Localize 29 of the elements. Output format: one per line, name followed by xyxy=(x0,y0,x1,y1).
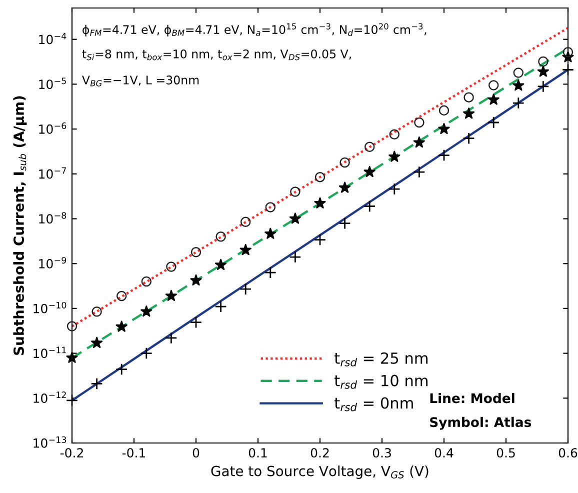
y-tick-label: 10$^{−5}$ xyxy=(39,78,66,90)
y-tick-label: 10$^{−8}$ xyxy=(39,212,66,224)
x-axis-title: Gate to Source Voltage, V$_{GS}$ (V) xyxy=(211,466,428,479)
x-tick-label: 0.3 xyxy=(372,448,391,458)
y-tick-label: 10$^{−9}$ xyxy=(39,256,66,268)
x-tick-label: 0.2 xyxy=(310,448,329,458)
legend-label: t$_{rsd}$ = 10 nm xyxy=(334,374,428,389)
annotation: Line: Model xyxy=(430,392,514,404)
x-tick-label: -0.1 xyxy=(122,448,146,458)
x-tick-label: 0 xyxy=(192,448,200,458)
text: ϕ$_{FM}$=4.71 eV, ϕ$_{BM}$=4.71 eV, N$_{a}$=10$^{15}$ cm$^{−3}$, N$_{d}$=10$^{20}$ cm$^{−3}$, xyxy=(82,23,426,36)
x-tick-label: 0.1 xyxy=(248,448,267,458)
y-tick-label: 10$^{−4}$ xyxy=(39,32,66,44)
y-tick-label: 10$^{−11}$ xyxy=(34,346,66,358)
x-tick-label: 0.6 xyxy=(558,448,578,458)
legend-label: t$_{rsd}$ = 25 nm xyxy=(334,352,428,366)
y-tick-label: 10$^{−12}$ xyxy=(34,392,66,403)
annotation: Symbol: Atlas xyxy=(430,416,532,430)
annotation: V$_{BG}$=−1V, L =30nm xyxy=(82,76,199,86)
y-tick-label: 10$^{−6}$ xyxy=(39,122,66,134)
x-tick-label: -0.2 xyxy=(60,448,83,458)
y-axis-title: Subthreshold Current, I$_{sub}$ (A/μm) xyxy=(13,96,27,355)
y-tick-label: 10$^{−7}$ xyxy=(39,167,66,179)
x-tick-label: 0.4 xyxy=(434,448,454,458)
legend-label: t$_{rsd}$ = 0nm xyxy=(334,397,413,412)
text: t$_{Si}$=8 nm, t$_{box}$=10 nm, t$_{ox}$=2 nm, V$_{DS}$=0.05 V, xyxy=(82,49,351,60)
y-tick-label: 10$^{−13}$ xyxy=(34,436,66,448)
y-tick-label: 10$^{−10}$ xyxy=(34,302,66,314)
x-tick-label: 0.5 xyxy=(496,448,515,458)
